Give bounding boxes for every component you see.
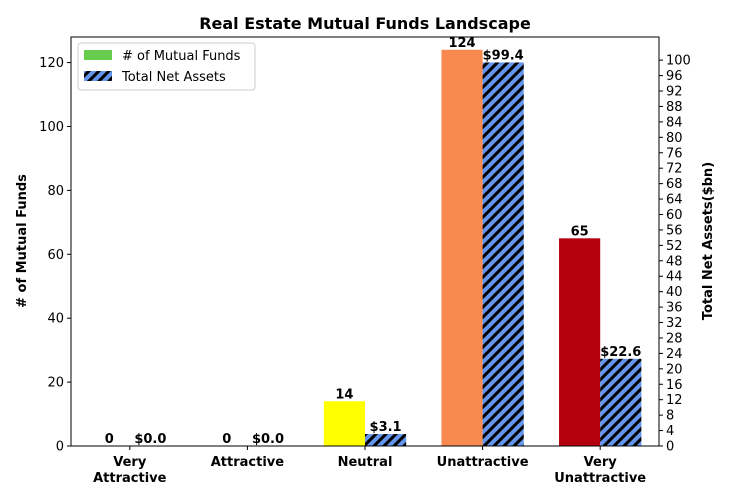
y-tick-label-right: 92	[666, 85, 683, 100]
legend-swatch-net-assets	[84, 71, 112, 81]
x-tick-label: Very Unattractive	[554, 455, 646, 486]
chart-title: Real Estate Mutual Funds Landscape	[199, 14, 531, 33]
y-tick-label-right: 88	[666, 100, 683, 115]
y-tick-label-right: 28	[666, 331, 683, 346]
y-tick-label-right: 96	[666, 69, 683, 84]
y-tick-label-right: 72	[666, 162, 683, 177]
y-tick-label-right: 80	[666, 131, 683, 146]
y-tick-label-right: 100	[666, 54, 691, 69]
data-label-fund-count: 0	[222, 432, 231, 447]
bar-fund-count	[441, 49, 483, 446]
y-tick-label-right: 32	[666, 316, 683, 331]
y-tick-label-right: 56	[666, 223, 683, 238]
legend-box	[77, 42, 256, 91]
y-tick-label-right: 64	[666, 193, 683, 208]
legend-swatch-fund-count	[84, 50, 112, 60]
data-label-fund-count: 65	[571, 224, 589, 239]
data-label-fund-count: 0	[105, 432, 114, 447]
x-tick-label: Neutral	[338, 455, 393, 470]
y-tick-label-left: 100	[39, 120, 64, 135]
data-label-net-assets: $3.1	[370, 420, 402, 435]
y-tick-label-left: 20	[47, 376, 64, 391]
y-tick-label-right: 36	[666, 301, 683, 316]
y-tick-label-right: 44	[666, 270, 683, 285]
data-label-net-assets: $0.0	[134, 432, 166, 447]
y-tick-label-left: 80	[47, 184, 64, 199]
y-tick-label-right: 20	[666, 362, 683, 377]
y-axis-label-right: Total Net Assets($bn)	[701, 162, 716, 320]
y-tick-label-left: 60	[47, 248, 64, 263]
y-tick-label-right: 52	[666, 239, 683, 254]
data-label-net-assets: $0.0	[252, 432, 284, 447]
y-tick-label-right: 40	[666, 285, 683, 300]
data-label-net-assets: $99.4	[483, 48, 524, 63]
y-tick-label-left: 120	[39, 56, 64, 71]
y-tick-label-right: 84	[666, 115, 683, 130]
y-tick-label-left: 0	[56, 440, 64, 455]
y-tick-label-right: 48	[666, 254, 683, 269]
y-tick-label-right: 8	[666, 409, 674, 424]
y-tick-label-right: 4	[666, 424, 674, 439]
y-tick-label-right: 68	[666, 177, 683, 192]
y-tick-label-right: 16	[666, 378, 683, 393]
y-tick-label-left: 40	[47, 312, 64, 327]
x-tick-label: Unattractive	[437, 455, 529, 470]
data-label-net-assets: $22.6	[600, 345, 641, 360]
y-tick-label-right: 24	[666, 347, 683, 362]
legend-label-fund-count: # of Mutual Funds	[122, 49, 241, 64]
bar-net-assets	[482, 62, 524, 447]
x-tick-label: Very Attractive	[93, 455, 167, 486]
data-label-fund-count: 124	[448, 36, 475, 51]
plot-frame	[70, 36, 660, 447]
bar-fund-count	[559, 238, 601, 446]
y-tick-label-right: 0	[666, 440, 674, 455]
y-tick-label-right: 60	[666, 208, 683, 223]
y-tick-label-right: 76	[666, 146, 683, 161]
bar-net-assets	[600, 358, 642, 446]
x-tick-label: Attractive	[211, 455, 285, 470]
bar-net-assets	[365, 434, 407, 446]
bar-fund-count	[323, 401, 365, 446]
y-tick-label-right: 12	[666, 393, 683, 408]
data-label-fund-count: 14	[335, 387, 353, 402]
y-axis-label-left: # of Mutual Funds	[15, 174, 30, 308]
legend-label-net-assets: Total Net Assets	[121, 70, 226, 85]
